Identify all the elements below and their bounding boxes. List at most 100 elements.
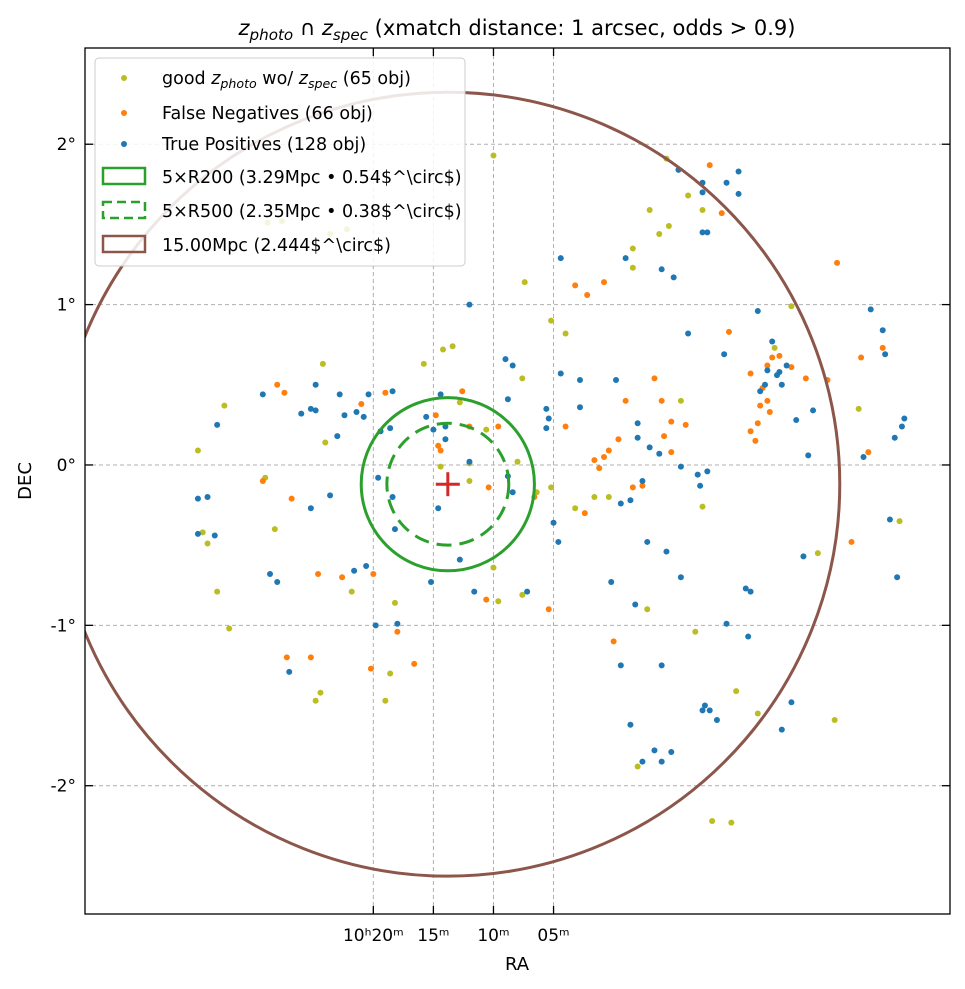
point-false-negative: [682, 421, 689, 428]
point-true-positive: [639, 478, 646, 484]
x-tick-label: 10ʰ20ᵐ: [343, 926, 404, 946]
point-false-negative: [281, 389, 288, 396]
point-good-zphoto: [644, 606, 651, 613]
point-true-positive: [747, 588, 754, 595]
point-true-positive: [754, 308, 761, 315]
point-good-zphoto: [677, 397, 684, 404]
point-good-zphoto: [194, 447, 201, 454]
point-true-positive: [351, 567, 358, 574]
point-true-positive: [894, 574, 901, 581]
point-good-zphoto: [214, 588, 221, 595]
point-good-zphoto: [514, 458, 521, 465]
point-good-zphoto: [548, 484, 555, 491]
point-false-negative: [769, 354, 776, 361]
point-good-zphoto: [319, 360, 326, 367]
point-true-positive: [466, 301, 473, 308]
point-false-negative: [668, 418, 675, 425]
point-true-positive: [557, 255, 564, 262]
point-false-negative: [562, 423, 569, 430]
point-true-positive: [430, 426, 437, 433]
point-good-zphoto: [382, 697, 389, 704]
point-false-negative: [725, 328, 732, 335]
point-true-positive: [774, 372, 780, 379]
point-false-negative: [865, 449, 872, 456]
point-false-negative: [661, 433, 668, 440]
axes-frame: [84, 47, 951, 915]
point-false-negative: [596, 465, 603, 472]
point-true-positive: [353, 409, 360, 416]
point-true-positive: [704, 468, 711, 475]
point-false-negative: [629, 484, 636, 491]
point-false-negative: [610, 638, 617, 645]
point-true-positive: [632, 601, 639, 608]
point-true-positive: [389, 494, 396, 501]
point-true-positive: [466, 458, 473, 465]
point-true-positive: [543, 405, 550, 412]
point-good-zphoto: [814, 550, 821, 557]
point-true-positive: [761, 381, 768, 388]
point-true-positive: [663, 548, 670, 555]
point-true-positive: [886, 516, 893, 523]
point-true-positive: [721, 351, 728, 358]
point-false-negative: [615, 436, 622, 443]
point-good-zphoto: [646, 206, 653, 213]
point-true-positive: [613, 376, 620, 383]
point-true-positive: [312, 407, 319, 414]
point-true-positive: [617, 500, 624, 507]
point-false-negative: [370, 571, 377, 578]
point-false-negative: [584, 291, 591, 298]
point-false-negative: [879, 344, 886, 351]
point-true-positive: [723, 620, 730, 627]
point-good-zphoto: [685, 192, 692, 199]
point-good-zphoto: [629, 245, 636, 252]
point-true-positive: [627, 497, 634, 504]
point-false-negative: [747, 370, 754, 377]
point-true-positive: [543, 425, 550, 432]
point-true-positive: [274, 579, 281, 586]
point-true-positive: [634, 434, 641, 441]
legend-label-r200: 5×R200 (3.29Mpc • 0.54$^\circ$): [162, 168, 462, 188]
point-true-positive: [658, 266, 665, 273]
point-true-positive: [658, 662, 665, 669]
point-false-negative: [668, 449, 675, 456]
point-good-zphoto: [322, 439, 329, 446]
legend-patch-r500: [101, 200, 147, 220]
point-true-positive: [742, 585, 749, 592]
point-false-negative: [776, 352, 783, 359]
point-false-negative: [581, 510, 588, 517]
point-true-positive: [298, 410, 305, 417]
series-false-negatives: [259, 162, 886, 672]
point-true-positive: [898, 423, 905, 430]
point-good-zphoto: [519, 591, 526, 598]
circle-r200: [359, 396, 536, 573]
point-true-positive: [800, 553, 807, 560]
point-true-positive: [644, 538, 651, 545]
point-true-positive: [713, 716, 720, 723]
point-true-positive: [442, 436, 449, 443]
legend-patch-r200: [101, 166, 147, 186]
point-true-positive: [694, 471, 701, 478]
point-true-positive: [651, 747, 658, 754]
point-good-zphoto: [490, 152, 497, 159]
legend-label-r500: 5×R500 (2.35Mpc • 0.38$^\circ$): [162, 202, 462, 222]
x-tick-label: 05ᵐ: [537, 926, 569, 946]
x-tick-label: 15ᵐ: [417, 926, 449, 946]
legend-box: [94, 57, 466, 267]
point-good-zphoto: [483, 426, 490, 433]
x-axis-label: RA: [505, 954, 530, 975]
point-true-positive: [211, 532, 218, 539]
point-true-positive: [699, 707, 706, 714]
point-false-negative: [605, 447, 612, 454]
axis-ticks: 10ʰ20ᵐ 15ᵐ 10ᵐ 05ᵐ 2° 1° 0° -1° -2°: [51, 48, 950, 946]
point-false-negative: [483, 596, 490, 603]
point-true-positive: [194, 495, 201, 502]
point-true-positive: [555, 538, 562, 545]
point-true-positive: [882, 351, 889, 358]
point-good-zphoto: [437, 463, 444, 470]
legend-patch-15mpc: [101, 234, 147, 254]
point-false-negative: [339, 574, 346, 581]
point-false-negative: [858, 354, 865, 361]
point-good-zphoto: [831, 716, 838, 723]
point-true-positive: [699, 229, 706, 236]
point-good-zphoto: [709, 817, 716, 824]
